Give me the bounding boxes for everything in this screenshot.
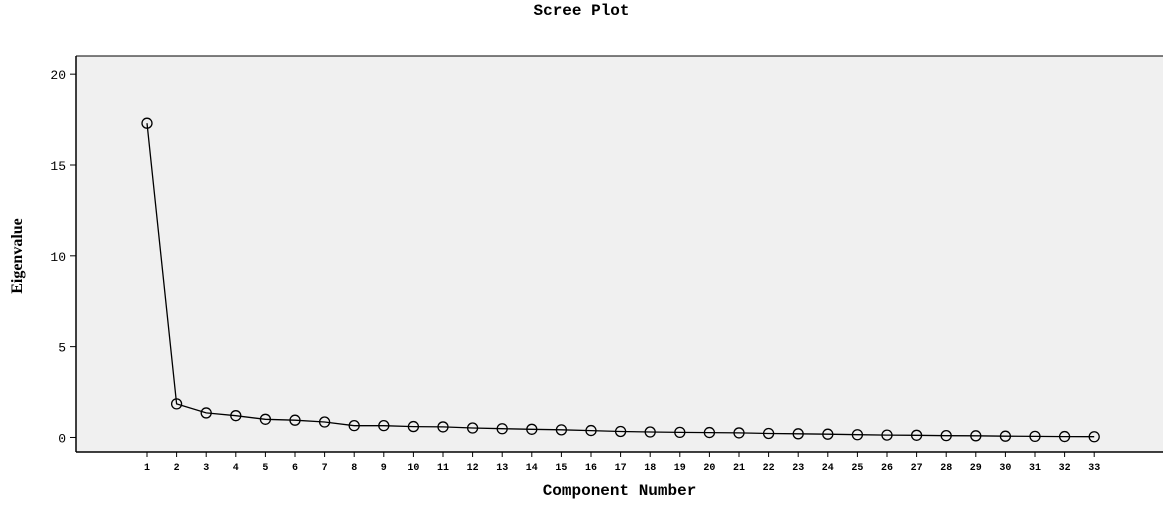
data-point-marker (970, 430, 982, 442)
x-tick-label: 14 (526, 463, 538, 474)
x-tick-label: 20 (703, 463, 715, 474)
x-tick-label: 33 (1088, 463, 1100, 474)
data-point-marker (318, 416, 331, 428)
x-tick-label: 10 (407, 463, 419, 474)
y-tick-label: 0 (58, 431, 66, 446)
data-point-marker (348, 420, 360, 432)
x-tick-label: 25 (851, 463, 863, 474)
data-point-marker (881, 429, 893, 441)
plot-background (76, 56, 1163, 452)
x-tick-label: 16 (585, 463, 597, 474)
x-tick-label: 18 (644, 463, 656, 474)
y-tick-label: 10 (50, 250, 66, 265)
data-point-marker (762, 427, 775, 440)
x-tick-label: 6 (292, 463, 298, 474)
data-point-marker (555, 424, 568, 436)
series-line-eigenvalue (146, 123, 1095, 438)
data-point-marker (526, 423, 538, 435)
x-tick-label: 29 (970, 463, 982, 474)
y-tick-label: 15 (50, 159, 66, 174)
data-point-marker (1029, 430, 1041, 443)
data-point-marker (466, 422, 479, 434)
x-tick-label: 3 (203, 463, 209, 474)
data-point-marker (703, 426, 716, 439)
x-tick-label: 11 (437, 463, 449, 474)
x-tick-label: 24 (822, 463, 834, 474)
data-point-marker (407, 420, 420, 433)
x-tick-label: 2 (174, 463, 180, 474)
data-point-marker (170, 398, 183, 410)
x-tick-label: 13 (496, 463, 508, 474)
x-tick-label: 8 (351, 463, 357, 474)
x-tick-label: 26 (881, 463, 893, 474)
data-point-marker (851, 429, 864, 441)
data-point-marker (289, 414, 301, 426)
x-tick-label: 15 (555, 463, 567, 474)
x-tick-label: 4 (233, 463, 239, 474)
x-tick-label: 21 (733, 463, 745, 474)
data-point-marker (822, 428, 834, 440)
x-tick-label: 30 (999, 463, 1011, 474)
x-tick-label: 9 (381, 463, 387, 474)
data-point-marker (437, 421, 449, 433)
x-tick-label: 1 (144, 463, 150, 474)
x-tick-label: 17 (615, 463, 627, 474)
x-tick-label: 23 (792, 463, 804, 474)
x-tick-label: 31 (1029, 463, 1041, 474)
x-tick-label: 5 (262, 463, 268, 474)
y-tick-label: 5 (58, 341, 66, 356)
data-point-marker (200, 407, 212, 419)
data-point-marker (1088, 431, 1100, 443)
x-tick-label: 7 (322, 463, 328, 474)
data-point-marker (792, 428, 804, 440)
x-tick-label: 27 (911, 463, 923, 474)
data-point-marker (496, 423, 508, 435)
x-tick-label: 28 (940, 463, 952, 474)
data-point-marker (910, 429, 923, 441)
x-tick-label: 22 (763, 463, 775, 474)
chart-title: Scree Plot (533, 2, 630, 20)
data-point-marker (141, 117, 153, 129)
x-axis-label: Component Number (542, 482, 697, 500)
data-point-marker (644, 426, 656, 438)
x-tick-label: 12 (467, 463, 479, 474)
data-point-marker (940, 430, 952, 442)
x-tick-label: 32 (1059, 463, 1071, 474)
data-point-marker (230, 410, 242, 422)
data-point-marker (733, 427, 745, 439)
x-tick-label: 19 (674, 463, 686, 474)
data-point-marker (614, 425, 627, 438)
data-point-marker (1058, 430, 1071, 443)
data-point-marker (674, 426, 686, 439)
data-point-marker (585, 424, 597, 437)
data-point-marker (378, 420, 390, 432)
y-tick-label: 20 (50, 68, 66, 83)
data-point-marker (259, 413, 272, 425)
data-point-marker (999, 430, 1012, 442)
